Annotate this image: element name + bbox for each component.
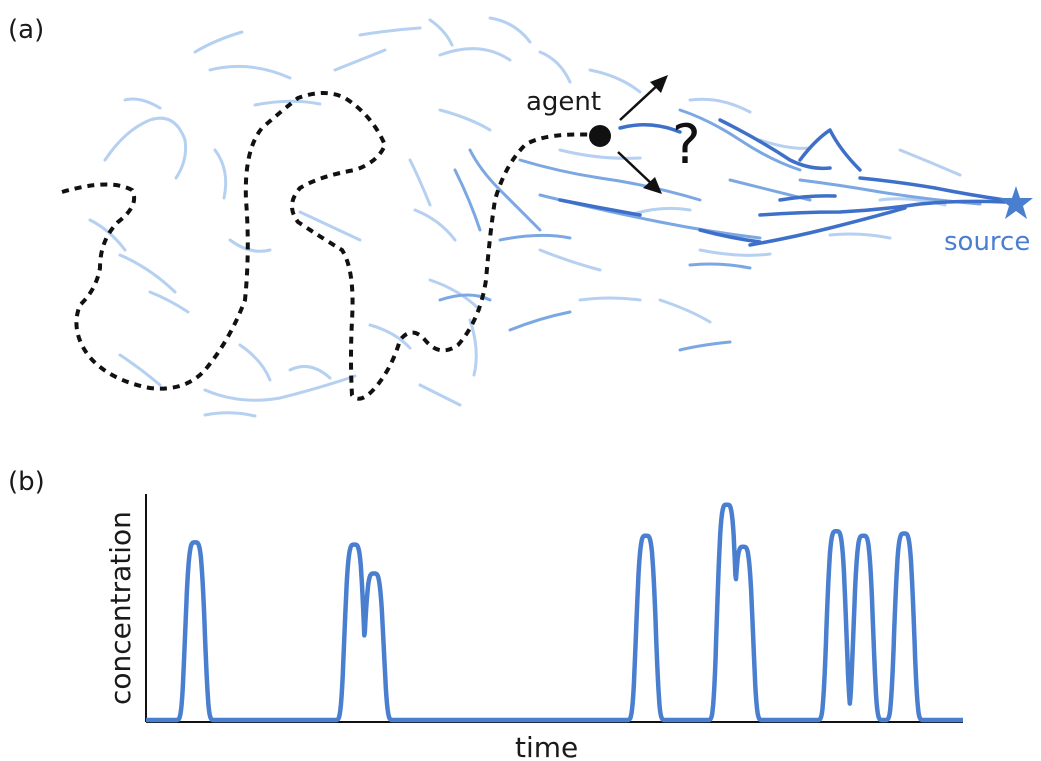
agent-marker <box>589 125 611 147</box>
y-axis-label: concentration <box>104 511 137 705</box>
arrow-head-up <box>650 75 668 93</box>
concentration-trace <box>144 502 965 723</box>
concentration-chart: time concentration <box>104 494 965 761</box>
odor-plume <box>88 16 1007 418</box>
arrow-head-down <box>643 177 662 194</box>
arrow-up-right <box>619 82 661 121</box>
plume-filaments-dark <box>558 118 1007 247</box>
agent-arrows <box>617 75 668 194</box>
x-axis-label: time <box>515 731 578 761</box>
panel-b-label: (b) <box>8 467 45 497</box>
arrow-down-right <box>617 151 655 187</box>
agent-label: agent <box>526 87 601 117</box>
plume-filaments-mid <box>438 108 982 352</box>
panel-a-label: (a) <box>8 15 44 45</box>
star-icon <box>999 186 1033 219</box>
source-label: source <box>944 227 1030 257</box>
plume-filaments-light <box>88 16 962 418</box>
peak-markers <box>195 505 904 574</box>
question-mark: ? <box>672 113 701 176</box>
agent-path <box>61 91 599 401</box>
